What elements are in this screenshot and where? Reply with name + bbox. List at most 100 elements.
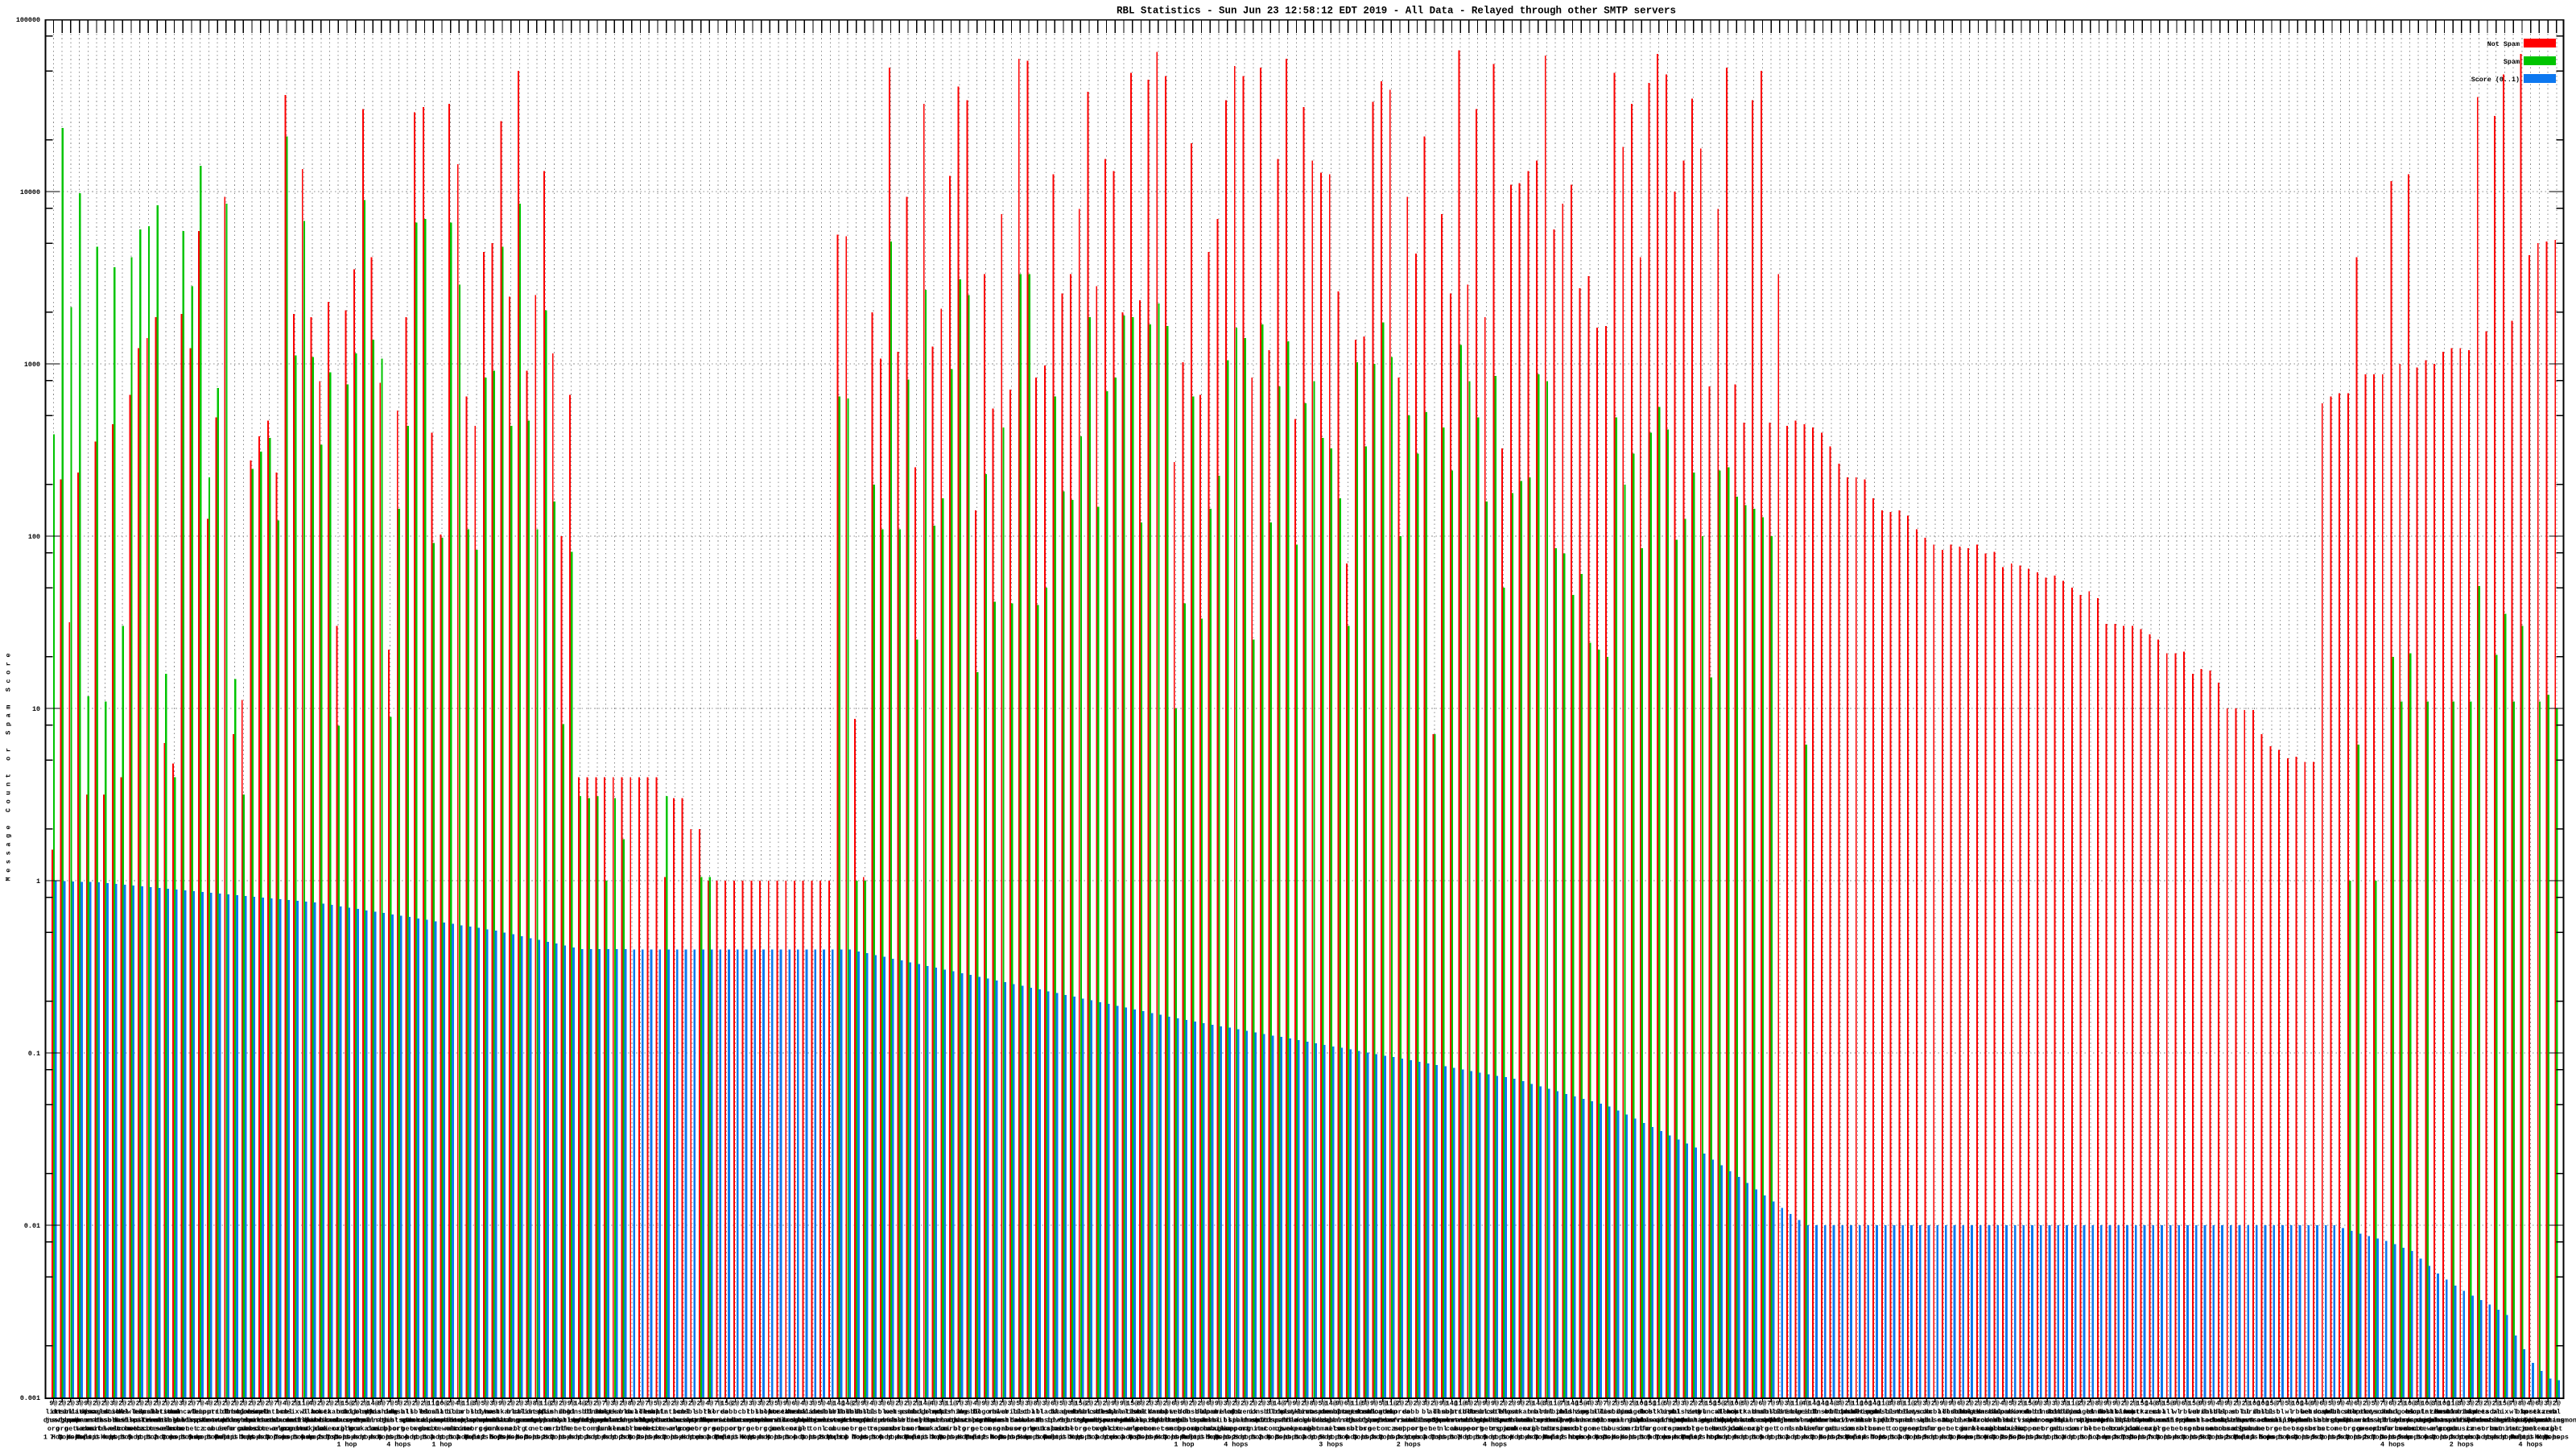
svg-text:6 hops: 6 hops: [1958, 1434, 1982, 1442]
svg-text:info: info: [1918, 1425, 1934, 1433]
svg-text:spamcop: spamcop: [2076, 1417, 2104, 1425]
svg-text:net: net: [1393, 1425, 1406, 1433]
svg-text:ipv6: ipv6: [1556, 1417, 1572, 1425]
svg-text:2 hops: 2 hops: [2208, 1434, 2232, 1442]
svg-text:truncate: truncate: [1298, 1408, 1330, 1416]
svg-text:black: black: [1735, 1417, 1755, 1425]
svg-text:2@: 2@: [999, 1400, 1007, 1408]
svg-text:1 hop: 1 hop: [440, 1434, 460, 1442]
svg-text:brukalai: brukalai: [2109, 1425, 2141, 1433]
svg-text:2@: 2@: [317, 1400, 325, 1408]
svg-text:spamhaus: spamhaus: [2221, 1417, 2253, 1425]
svg-text:bl: bl: [568, 1408, 576, 1416]
svg-text:org: org: [1929, 1425, 1941, 1433]
svg-text:abuseat: abuseat: [506, 1417, 534, 1425]
svg-text:wpbl: wpbl: [1918, 1417, 1934, 1425]
svg-text:net: net: [643, 1425, 655, 1433]
svg-text:1 hop: 1 hop: [1174, 1441, 1194, 1449]
svg-text:4 hops: 4 hops: [844, 1434, 868, 1442]
svg-text:net: net: [799, 1425, 811, 1433]
svg-text:spamrats: spamrats: [642, 1417, 674, 1425]
svg-text:4@: 4@: [973, 1400, 981, 1408]
svg-text:2 hops: 2 hops: [2320, 1434, 2344, 1442]
svg-text:1 hop: 1 hop: [2391, 1434, 2411, 1442]
svg-text:netscan: netscan: [1343, 1408, 1371, 1416]
svg-text:barracudacentral: barracudacentral: [246, 1417, 310, 1425]
svg-text:gweep: gweep: [1278, 1425, 1298, 1433]
svg-text:abusix: abusix: [1543, 1425, 1567, 1433]
svg-text:dnsbl: dnsbl: [2115, 1417, 2135, 1425]
svg-text:spfbl: spfbl: [2046, 1417, 2066, 1425]
svg-text:4@: 4@: [455, 1400, 463, 1408]
svg-text:org: org: [272, 1425, 284, 1433]
svg-text:2 hops: 2 hops: [154, 1434, 178, 1442]
svg-text:2@: 2@: [1974, 1400, 1982, 1408]
svg-text:list: list: [45, 1408, 61, 1416]
svg-text:justspam: justspam: [46, 1417, 78, 1425]
svg-text:6 hops: 6 hops: [1845, 1434, 1869, 1442]
svg-text:com: com: [1618, 1425, 1630, 1433]
svg-text:spameatingmonkey: spameatingmonkey: [539, 1417, 603, 1425]
svg-text:dnsbl: dnsbl: [147, 1417, 167, 1425]
svg-text:1 hop: 1 hop: [2166, 1434, 2186, 1442]
svg-text:spfbl: spfbl: [570, 1417, 590, 1425]
svg-text:net: net: [1877, 1425, 1889, 1433]
svg-text:db: db: [222, 1408, 230, 1416]
svg-text:b: b: [958, 1408, 962, 1416]
svg-text:black: black: [605, 1417, 625, 1425]
svg-text:black: black: [1286, 1417, 1307, 1425]
svg-text:cymru: cymru: [976, 1417, 996, 1425]
svg-text:cz: cz: [136, 1425, 144, 1433]
svg-text:nl: nl: [1784, 1425, 1792, 1433]
svg-text:beetjevreemd: beetjevreemd: [1082, 1417, 1130, 1425]
svg-text:3@: 3@: [679, 1400, 687, 1408]
svg-text:2@: 2@: [93, 1400, 101, 1408]
svg-text:5 hops: 5 hops: [188, 1434, 213, 1442]
svg-text:org: org: [2542, 1425, 2554, 1433]
svg-text:dnsbl: dnsbl: [656, 1417, 676, 1425]
svg-text:net: net: [2274, 1425, 2286, 1433]
svg-text:1 hop: 1 hop: [923, 1434, 943, 1442]
svg-text:5@: 5@: [1318, 1400, 1326, 1408]
svg-text:images: images: [1785, 1408, 1809, 1416]
svg-text:no hops: no hops: [195, 1434, 223, 1442]
svg-text:net: net: [1704, 1425, 1716, 1433]
svg-text:15@: 15@: [1644, 1400, 1656, 1408]
svg-text:bogons: bogons: [344, 1408, 368, 1416]
svg-text:spamrats: spamrats: [927, 1417, 959, 1425]
svg-text:2@: 2@: [1146, 1400, 1154, 1408]
svg-text:sibl: sibl: [2022, 1417, 2038, 1425]
svg-text:manitu: manitu: [2492, 1425, 2516, 1433]
svg-text:3@: 3@: [1007, 1400, 1015, 1408]
svg-text:4@: 4@: [1802, 1400, 1810, 1408]
svg-text:dnsbl: dnsbl: [1942, 1408, 1963, 1416]
svg-text:spamhaus: spamhaus: [1082, 1417, 1114, 1425]
svg-text:com: com: [2110, 1425, 2122, 1433]
svg-text:sorbs: sorbs: [2365, 1425, 2385, 1433]
svg-text:Multi hops: Multi hops: [1544, 1434, 1584, 1442]
svg-text:dyna: dyna: [365, 1408, 381, 1416]
svg-text:6 hops: 6 hops: [2424, 1434, 2448, 1442]
svg-text:5@: 5@: [654, 1400, 662, 1408]
svg-text:3 hops: 3 hops: [1371, 1434, 1395, 1442]
svg-text:8@: 8@: [533, 1400, 541, 1408]
svg-text:org: org: [962, 1425, 974, 1433]
svg-text:15@: 15@: [1075, 1400, 1087, 1408]
svg-text:spamcop: spamcop: [2025, 1417, 2053, 1425]
svg-text:org: org: [1748, 1425, 1760, 1433]
svg-text:4 hops: 4 hops: [369, 1434, 394, 1442]
svg-text:dnsbl: dnsbl: [1183, 1408, 1203, 1416]
svg-text:sorbs: sorbs: [113, 1425, 133, 1433]
svg-text:9@: 9@: [1370, 1400, 1378, 1408]
svg-text:2@: 2@: [1257, 1400, 1265, 1408]
svg-text:1 hop: 1 hop: [2089, 1434, 2109, 1442]
svg-text:dnsbl: dnsbl: [1718, 1417, 1738, 1425]
svg-text:mail: mail: [1608, 1417, 1624, 1425]
svg-text:net: net: [1307, 1425, 1319, 1433]
svg-text:15@: 15@: [2265, 1400, 2277, 1408]
svg-text:net: net: [1152, 1425, 1164, 1433]
svg-text:b: b: [1752, 1408, 1756, 1416]
svg-text:3@: 3@: [1422, 1400, 1430, 1408]
svg-text:org: org: [1126, 1425, 1138, 1433]
svg-text:3@: 3@: [2043, 1400, 2051, 1408]
